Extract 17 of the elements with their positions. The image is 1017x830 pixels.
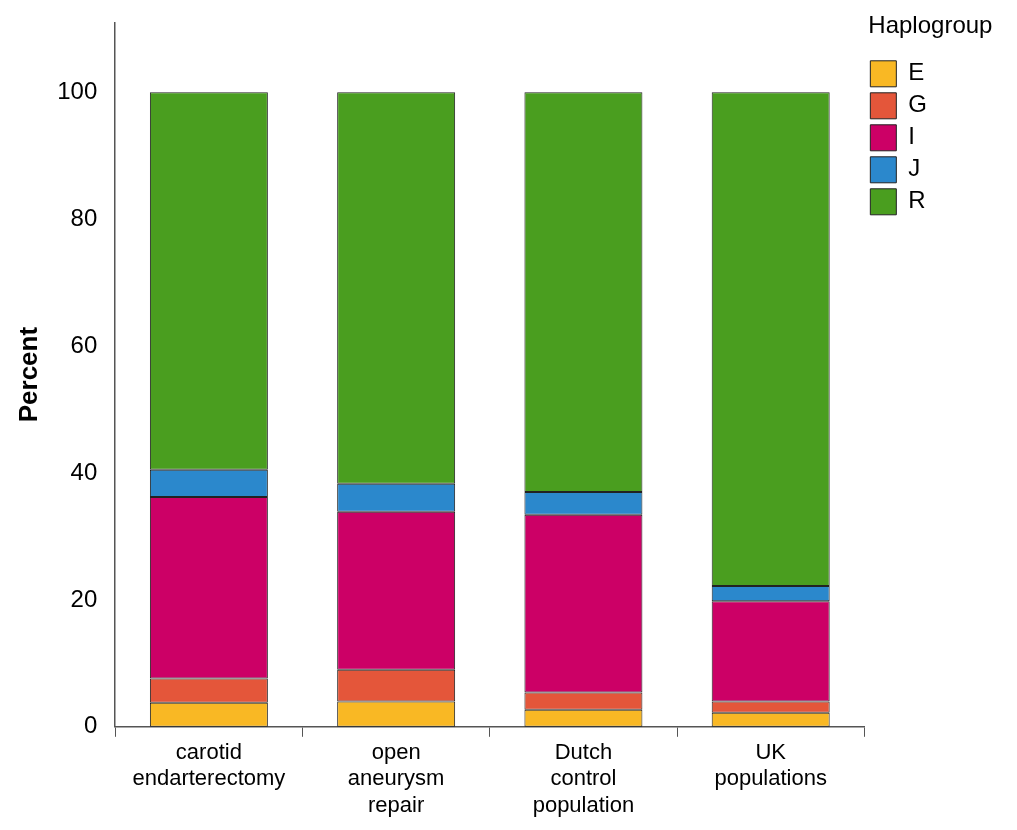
legend-label: I — [908, 122, 915, 150]
legend-label: R — [908, 186, 926, 214]
y-axis-title: Percent — [12, 326, 43, 423]
x-tick-label: open aneurysm repair — [347, 739, 445, 817]
y-tick-label: 40 — [70, 457, 98, 485]
y-tick-label: 80 — [70, 203, 98, 231]
x-tick-label: Dutch control population — [532, 739, 635, 817]
x-tick-label: UK populations — [714, 739, 827, 791]
y-tick-label: 0 — [83, 711, 98, 739]
y-tick-label: 20 — [70, 584, 98, 612]
y-tick-label: 100 — [57, 76, 98, 104]
legend-label: G — [908, 90, 927, 118]
x-tick-label: carotid endarterectomy — [132, 739, 286, 791]
y-tick-label: 60 — [70, 330, 98, 358]
legend-label: E — [908, 58, 925, 86]
legend-label: J — [908, 154, 921, 182]
legend-title: Haplogroup — [868, 10, 993, 38]
